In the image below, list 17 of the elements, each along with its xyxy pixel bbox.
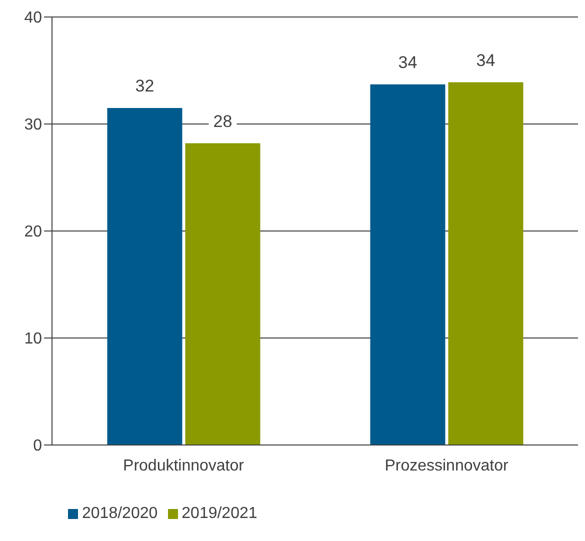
legend-label: 2019/2021 xyxy=(182,505,258,522)
y-tick-label: 0 xyxy=(33,438,42,455)
bar xyxy=(185,143,260,445)
y-tick-label: 40 xyxy=(24,10,42,27)
data-label: 34 xyxy=(476,50,496,70)
bar xyxy=(107,108,182,445)
y-tick-label: 30 xyxy=(24,116,42,134)
y-tick-label: 10 xyxy=(24,330,42,348)
data-label: 34 xyxy=(398,52,418,72)
y-tick-label: 20 xyxy=(24,224,42,241)
bar xyxy=(370,84,446,445)
data-label: 28 xyxy=(213,112,232,131)
data-label: 32 xyxy=(135,76,154,96)
x-tick-label: Prozessinnovator xyxy=(384,457,509,474)
legend-label: 2018/2020 xyxy=(82,505,158,522)
x-tick-label: Produktinnovator xyxy=(123,457,245,474)
bar xyxy=(448,82,524,445)
